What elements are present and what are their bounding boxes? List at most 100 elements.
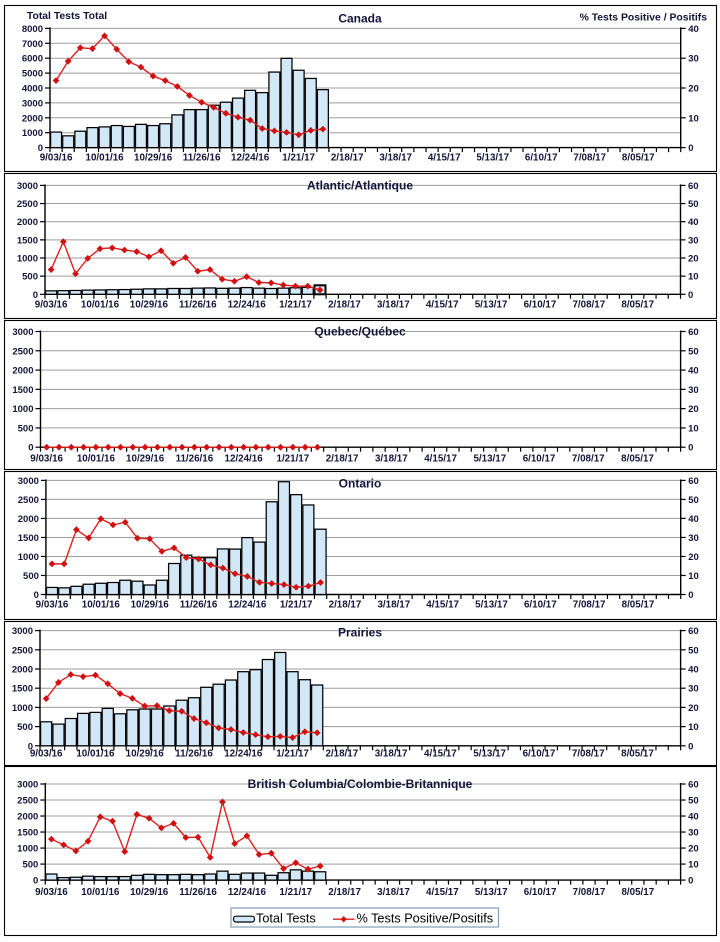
svg-text:3000: 3000 [12, 626, 33, 637]
svg-text:10/01/16: 10/01/16 [77, 454, 116, 465]
svg-text:20: 20 [688, 552, 699, 563]
svg-text:10: 10 [688, 571, 699, 582]
svg-text:5/13/17: 5/13/17 [475, 300, 508, 311]
svg-text:20: 20 [688, 84, 699, 95]
svg-text:5/13/17: 5/13/17 [473, 749, 506, 760]
svg-text:3000: 3000 [22, 98, 43, 109]
svg-text:Quebec/Québec: Quebec/Québec [314, 325, 406, 339]
svg-text:6000: 6000 [22, 54, 43, 65]
svg-text:7/08/17: 7/08/17 [573, 600, 606, 611]
svg-text:11/26/16: 11/26/16 [175, 749, 213, 760]
svg-text:5/13/17: 5/13/17 [473, 454, 506, 465]
svg-text:1500: 1500 [17, 235, 38, 246]
svg-text:12/24/16: 12/24/16 [224, 749, 263, 760]
svg-text:5/13/17: 5/13/17 [476, 153, 509, 164]
svg-text:3000: 3000 [18, 476, 39, 487]
svg-text:3/18/17: 3/18/17 [377, 300, 410, 311]
svg-text:30: 30 [688, 235, 699, 246]
svg-text:1/21/17: 1/21/17 [277, 454, 310, 465]
svg-text:10/29/16: 10/29/16 [130, 887, 169, 898]
svg-text:2500: 2500 [12, 645, 33, 656]
svg-text:9/03/16: 9/03/16 [35, 300, 68, 311]
svg-text:10/29/16: 10/29/16 [131, 600, 170, 611]
svg-text:40: 40 [688, 217, 699, 228]
svg-text:0: 0 [33, 876, 38, 887]
svg-text:Ontario: Ontario [339, 477, 382, 491]
svg-text:0: 0 [688, 876, 693, 887]
svg-text:7/08/17: 7/08/17 [572, 300, 605, 311]
svg-text:30: 30 [688, 684, 699, 695]
svg-text:30: 30 [688, 385, 699, 396]
svg-text:6/10/17: 6/10/17 [524, 300, 557, 311]
svg-text:12/24/16: 12/24/16 [228, 600, 267, 611]
svg-text:2000: 2000 [18, 514, 39, 525]
svg-text:1000: 1000 [18, 552, 39, 563]
svg-text:3/18/17: 3/18/17 [375, 749, 408, 760]
svg-text:Atlantic/Atlantique: Atlantic/Atlantique [307, 179, 413, 193]
svg-text:1500: 1500 [12, 684, 33, 695]
svg-text:2500: 2500 [18, 495, 39, 506]
svg-text:1000: 1000 [12, 703, 33, 714]
svg-text:1500: 1500 [12, 385, 33, 396]
svg-text:500: 500 [22, 860, 38, 871]
svg-text:10: 10 [688, 423, 699, 434]
svg-text:4/15/17: 4/15/17 [426, 887, 459, 898]
svg-text:2/18/17: 2/18/17 [325, 749, 358, 760]
svg-text:8/05/17: 8/05/17 [621, 887, 654, 898]
svg-text:1/21/17: 1/21/17 [279, 887, 312, 898]
svg-text:2/18/17: 2/18/17 [328, 887, 361, 898]
svg-text:6/10/17: 6/10/17 [524, 887, 557, 898]
svg-text:30: 30 [688, 828, 699, 839]
svg-text:0: 0 [33, 290, 38, 301]
svg-text:60: 60 [688, 626, 699, 637]
svg-text:6/10/17: 6/10/17 [523, 749, 556, 760]
svg-text:4/15/17: 4/15/17 [426, 300, 459, 311]
svg-text:4/15/17: 4/15/17 [428, 153, 461, 164]
svg-text:11/26/16: 11/26/16 [183, 153, 221, 164]
svg-text:2000: 2000 [22, 113, 43, 124]
svg-text:10/01/16: 10/01/16 [81, 887, 120, 898]
svg-text:2/18/17: 2/18/17 [326, 454, 359, 465]
svg-text:0: 0 [28, 741, 33, 752]
svg-text:5000: 5000 [22, 69, 43, 80]
svg-text:0: 0 [28, 443, 33, 454]
svg-text:6/10/17: 6/10/17 [525, 153, 558, 164]
svg-text:11/26/16: 11/26/16 [180, 600, 218, 611]
svg-text:% Tests Positive/Positifs: % Tests Positive/Positifs [357, 912, 494, 926]
svg-text:500: 500 [23, 571, 39, 582]
svg-text:10/29/16: 10/29/16 [126, 749, 165, 760]
svg-text:2/18/17: 2/18/17 [328, 300, 361, 311]
svg-text:10/29/16: 10/29/16 [130, 300, 169, 311]
svg-text:1/21/17: 1/21/17 [282, 153, 315, 164]
svg-text:2500: 2500 [12, 346, 33, 357]
svg-text:40: 40 [688, 812, 699, 823]
svg-text:Total Tests: Total Tests [256, 912, 316, 926]
svg-text:% Tests Positive / Positifs: % Tests Positive / Positifs [580, 13, 708, 24]
svg-text:2000: 2000 [12, 665, 33, 676]
svg-text:3000: 3000 [17, 181, 38, 192]
svg-text:12/24/16: 12/24/16 [225, 454, 264, 465]
svg-text:10: 10 [688, 860, 699, 871]
svg-text:20: 20 [688, 254, 699, 265]
svg-text:60: 60 [688, 780, 699, 791]
svg-text:50: 50 [688, 495, 699, 506]
svg-text:12/24/16: 12/24/16 [228, 300, 267, 311]
svg-text:10: 10 [688, 272, 699, 283]
svg-text:50: 50 [688, 796, 699, 807]
svg-text:50: 50 [688, 199, 699, 210]
svg-text:1000: 1000 [22, 128, 43, 139]
svg-text:1500: 1500 [18, 533, 39, 544]
svg-text:0: 0 [688, 290, 693, 301]
svg-text:40: 40 [688, 514, 699, 525]
svg-text:8/05/17: 8/05/17 [622, 153, 655, 164]
svg-text:9/03/16: 9/03/16 [30, 454, 63, 465]
svg-text:10: 10 [688, 722, 699, 733]
svg-text:12/24/16: 12/24/16 [231, 153, 270, 164]
svg-text:2/18/17: 2/18/17 [329, 600, 362, 611]
svg-text:40: 40 [688, 665, 699, 676]
svg-text:60: 60 [688, 327, 699, 338]
svg-text:500: 500 [22, 272, 38, 283]
svg-text:50: 50 [688, 346, 699, 357]
svg-text:Canada: Canada [338, 12, 382, 26]
svg-text:20: 20 [688, 703, 699, 714]
